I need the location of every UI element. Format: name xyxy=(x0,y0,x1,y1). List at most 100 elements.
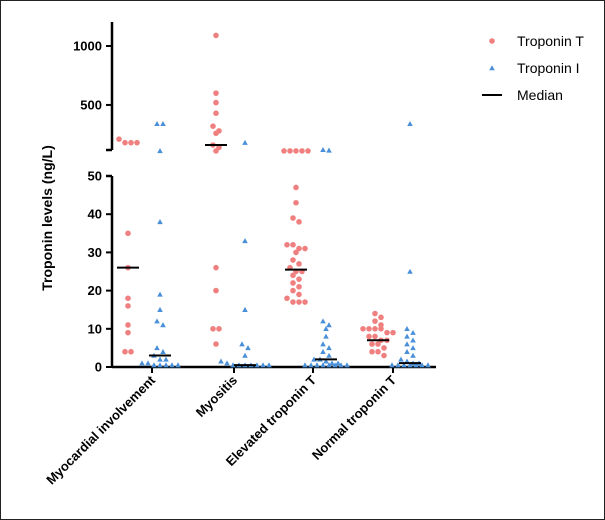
troponin-t-point xyxy=(293,249,299,256)
troponin-t-point xyxy=(125,322,131,328)
y-tick-label: 500 xyxy=(80,97,102,112)
troponin-i-point xyxy=(242,139,248,145)
troponin-i-point xyxy=(266,362,272,368)
troponin-i-point xyxy=(157,219,163,225)
legend: Troponin T Troponin I Median xyxy=(482,33,584,103)
troponin-t-point xyxy=(360,326,366,332)
troponin-i-point xyxy=(326,352,332,358)
troponin-i-point xyxy=(326,322,332,328)
troponin-t-point xyxy=(213,99,219,106)
troponin-t-point xyxy=(210,123,216,129)
legend-label: Troponin T xyxy=(517,33,584,49)
troponin-i-point xyxy=(326,345,332,351)
troponin-t-point xyxy=(290,272,296,279)
troponin-t-point xyxy=(213,341,219,347)
troponin-i-point xyxy=(413,362,419,368)
troponin-i-point xyxy=(344,362,350,368)
troponin-t-point xyxy=(384,329,390,336)
troponin-t-point xyxy=(293,148,299,154)
troponin-t-point xyxy=(210,326,216,332)
legend-label: Troponin I xyxy=(517,60,580,76)
legend-marker-troponin-t xyxy=(489,38,495,44)
troponin-i-point xyxy=(419,362,425,368)
troponin-i-point xyxy=(314,362,320,368)
troponin-t-point xyxy=(372,318,378,324)
troponin-t-point xyxy=(372,326,378,332)
troponin-i-point xyxy=(169,362,175,368)
troponin-i-point xyxy=(242,238,248,244)
troponin-t-point xyxy=(125,329,131,336)
troponin-t-point xyxy=(299,148,305,154)
troponin-t-point xyxy=(122,139,128,146)
troponin-t-point xyxy=(375,348,381,355)
troponin-i-point xyxy=(163,356,169,362)
troponin-i-point xyxy=(139,360,145,366)
y-tick-label: 20 xyxy=(88,283,102,298)
troponin-i-point xyxy=(145,360,151,366)
troponin-i-point xyxy=(260,362,266,368)
troponin-t-point xyxy=(213,264,219,271)
legend-label: Median xyxy=(517,87,563,103)
troponin-i-point xyxy=(404,326,410,332)
troponin-i-point xyxy=(395,362,401,368)
troponin-t-point xyxy=(287,148,293,154)
x-tick-label: Myocardial involvement xyxy=(43,372,158,487)
troponin-t-point xyxy=(372,333,378,340)
y-tick-label: 10 xyxy=(88,321,102,336)
x-tick-label: Myositis xyxy=(193,373,240,420)
troponin-t-point xyxy=(369,341,375,347)
troponin-i-point xyxy=(323,326,329,332)
y-axis-title: Troponin levels (ng/L) xyxy=(39,145,55,290)
troponin-t-point xyxy=(381,345,387,351)
troponin-i-point xyxy=(224,360,230,366)
troponin-i-point xyxy=(410,337,416,343)
troponin-t-point xyxy=(293,199,299,206)
troponin-i-point xyxy=(425,362,431,368)
troponin-i-point xyxy=(239,341,245,347)
troponin-t-point xyxy=(134,139,140,146)
troponin-i-point xyxy=(404,348,410,354)
troponin-i-point xyxy=(407,362,413,368)
troponin-t-point xyxy=(284,295,290,302)
troponin-t-point xyxy=(213,32,219,39)
troponin-t-point xyxy=(290,257,296,263)
troponin-t-point xyxy=(296,245,302,252)
troponin-t-point xyxy=(366,333,372,340)
troponin-t-point xyxy=(128,139,134,146)
troponin-t-point xyxy=(296,276,302,282)
troponin-t-point xyxy=(128,348,134,355)
troponin-t-point xyxy=(213,90,219,96)
troponin-i-point xyxy=(338,362,344,368)
y-tick-label: 1000 xyxy=(73,39,102,54)
troponin-t-point xyxy=(213,148,219,154)
troponin-t-point xyxy=(125,230,131,237)
troponin-i-point xyxy=(242,306,248,312)
troponin-i-point xyxy=(175,362,181,368)
troponin-t-point xyxy=(213,130,219,137)
troponin-i-point xyxy=(160,121,166,127)
troponin-i-point xyxy=(320,362,326,368)
troponin-i-point xyxy=(302,362,308,368)
troponin-t-point xyxy=(122,348,128,355)
y-tick-label: 50 xyxy=(88,169,102,184)
troponin-i-point xyxy=(154,345,160,351)
troponin-i-point xyxy=(163,362,169,368)
x-tick-label: Normal troponin T xyxy=(309,372,399,462)
troponin-t-point xyxy=(381,352,387,359)
troponin-t-point xyxy=(302,245,308,252)
troponin-i-point xyxy=(157,356,163,362)
troponin-i-point xyxy=(332,362,338,368)
x-tick-label: Elevated troponin T xyxy=(223,372,319,468)
troponin-t-point xyxy=(296,219,302,225)
troponin-t-point xyxy=(293,184,299,191)
troponin-i-point xyxy=(407,268,413,274)
troponin-i-point xyxy=(335,360,341,366)
troponin-t-point xyxy=(290,280,296,286)
troponin-i-point xyxy=(154,121,160,127)
troponin-i-point xyxy=(410,352,416,358)
troponin-i-point xyxy=(320,348,326,354)
troponin-t-point xyxy=(284,241,290,248)
troponin-t-point xyxy=(281,148,287,154)
troponin-t-point xyxy=(366,326,372,332)
